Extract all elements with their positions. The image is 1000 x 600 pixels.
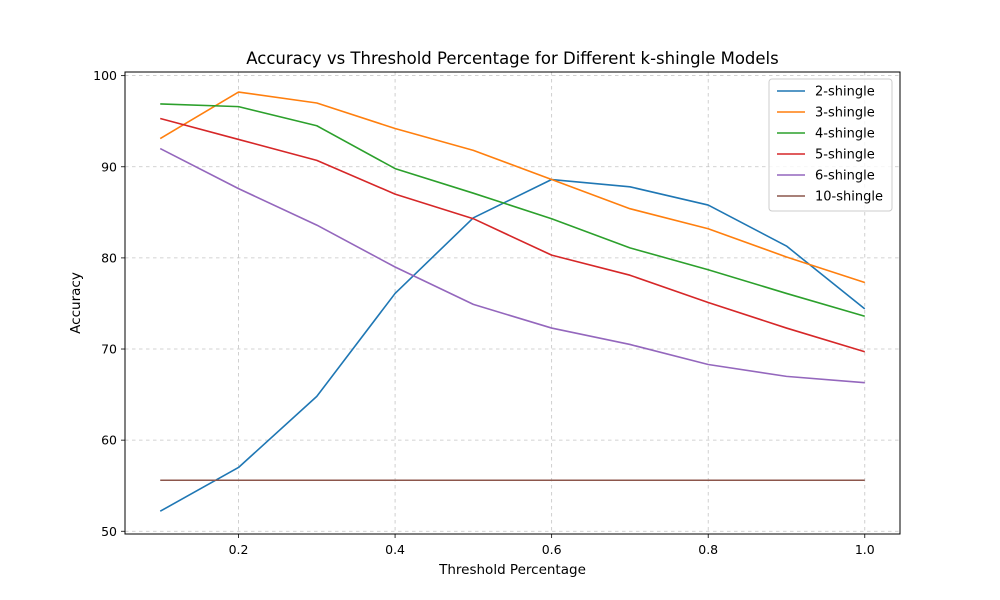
x-tick-label: 1.0 <box>855 542 875 557</box>
x-tick-label: 0.4 <box>385 542 405 557</box>
y-tick-label: 80 <box>101 250 117 265</box>
y-tick-label: 90 <box>101 159 117 174</box>
y-axis-label: Accuracy <box>68 272 84 334</box>
y-tick-label: 70 <box>101 342 117 357</box>
legend-label-2-shingle: 2-shingle <box>815 85 875 100</box>
series-line-4-shingle <box>160 103 865 317</box>
legend-label-6-shingle: 6-shingle <box>815 169 875 184</box>
axis-ticks: 0.2 0.4 0.6 0.8 1.0 50 60 70 80 90 100 <box>93 68 875 557</box>
x-tick-label: 0.8 <box>698 542 718 557</box>
series-line-2-shingle <box>159 178 866 512</box>
plot-area-frame <box>124 71 901 535</box>
chart-title: Accuracy vs Threshold Percentage for Dif… <box>246 49 779 68</box>
y-tick-label: 60 <box>101 433 117 448</box>
series-line-5-shingle <box>160 117 866 353</box>
x-tick-label: 0.2 <box>229 542 249 557</box>
legend-label-10-shingle: 10-shingle <box>815 190 883 205</box>
series-lines <box>159 91 866 512</box>
legend-label-5-shingle: 5-shingle <box>815 148 875 163</box>
legend-label-3-shingle: 3-shingle <box>815 106 875 121</box>
x-axis-label: Threshold Percentage <box>438 562 586 578</box>
legend-label-4-shingle: 4-shingle <box>815 127 875 142</box>
x-tick-label: 0.6 <box>542 542 562 557</box>
legend: 2-shingle 3-shingle 4-shingle 5-shingle 6-sh… <box>768 78 893 212</box>
y-tick-label: 50 <box>101 524 117 539</box>
series-line-3-shingle <box>159 91 866 284</box>
y-tick-label: 100 <box>93 68 117 83</box>
series-line-6-shingle <box>159 147 865 384</box>
